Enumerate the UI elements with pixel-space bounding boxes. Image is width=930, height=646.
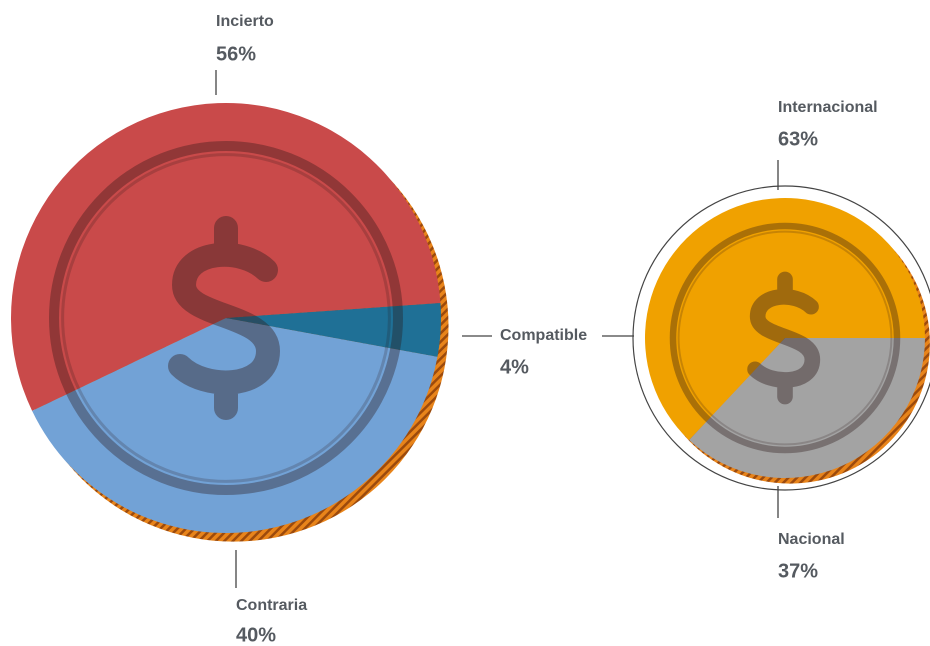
slice-label: Incierto bbox=[216, 13, 274, 30]
slice-value-label: 37% bbox=[778, 560, 818, 582]
slice-label: Contraria bbox=[236, 597, 307, 614]
slice-label: Internacional bbox=[778, 99, 878, 116]
infographic: Incierto 56% Contraria 40% Compatible 4% Inter… bbox=[0, 0, 930, 646]
slice-value-label: 63% bbox=[778, 128, 818, 150]
slice-value-label: 4% bbox=[500, 356, 529, 378]
slice-value-label: 56% bbox=[216, 43, 256, 65]
slice-label: Nacional bbox=[778, 531, 845, 548]
slice-label: Compatible bbox=[500, 327, 587, 344]
slice-value-label: 40% bbox=[236, 624, 276, 646]
